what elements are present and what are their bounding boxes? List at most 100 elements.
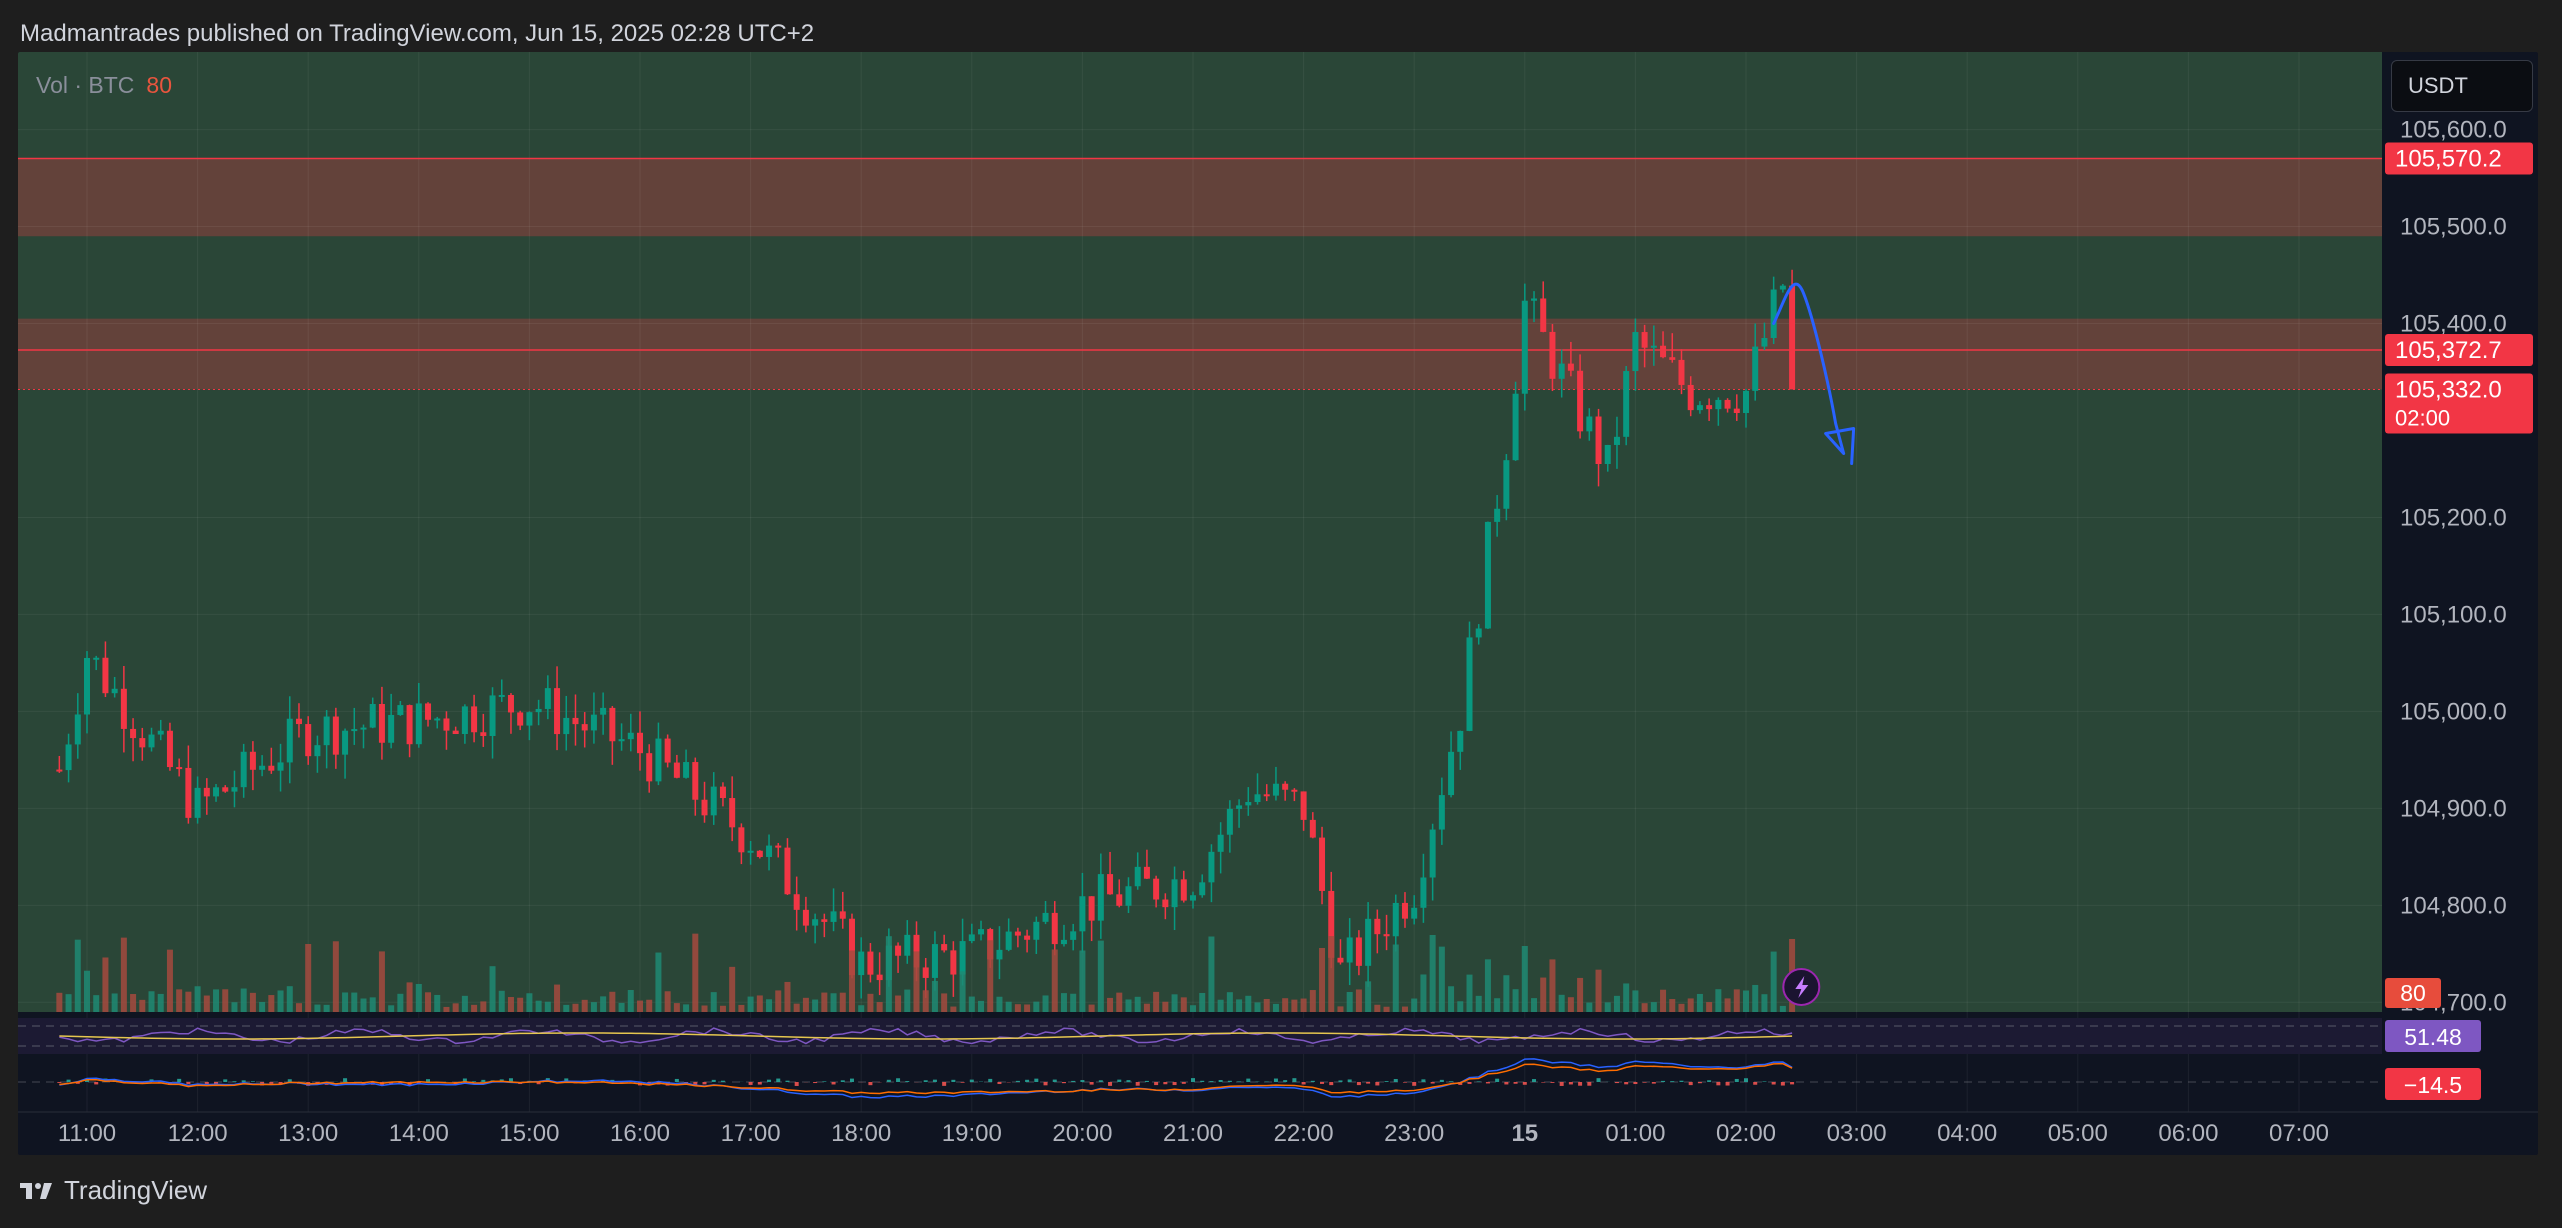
volume-bar [1669,999,1676,1012]
volume-bar [830,993,837,1012]
macd-histogram-bar [1725,1082,1730,1086]
macd-histogram-bar [1568,1082,1573,1085]
candle-body [1070,931,1077,940]
volume-bar [1604,1002,1611,1012]
volume-bar [1558,994,1565,1012]
volume-bar [766,999,773,1012]
volume-bar [1613,995,1620,1012]
macd-histogram-bar [343,1078,348,1082]
candle-body [222,787,229,792]
candle-body [581,724,588,731]
macd-histogram-bar [1052,1079,1057,1082]
candle-body [766,845,773,857]
volume-bar [1632,990,1639,1012]
candle-body [1263,794,1270,797]
volume-bar [323,1004,330,1012]
candle-body [1752,346,1759,391]
last-price-time: 02:00 [2395,405,2450,430]
candle-body [1420,877,1427,908]
volume-bar [1226,992,1233,1012]
volume-bar [563,1004,570,1012]
volume-bar [1687,998,1694,1012]
volume-bar [185,991,192,1012]
rsi-line [59,1027,1793,1045]
volume-bar [1291,999,1298,1012]
x-tick-label: 23:00 [1384,1120,1444,1147]
candle-body [480,732,487,736]
macd-histogram-bar [1108,1082,1113,1086]
volume-bar [360,998,367,1012]
macd-histogram-bar [1513,1082,1518,1084]
publisher-line: Madmantrades published on TradingView.co… [20,20,815,47]
macd-histogram-bar [1384,1081,1389,1082]
macd-histogram-bar [1329,1082,1334,1086]
candle-body [1171,879,1178,908]
candle-body [1337,957,1344,963]
macd-histogram-bar [564,1078,569,1082]
footer-brand[interactable]: TradingView [20,1175,207,1206]
macd-histogram-bar [702,1082,707,1085]
candle-body [166,730,173,768]
volume-bar [93,995,100,1012]
candle-body [1411,907,1418,919]
volume-bar [637,1000,643,1012]
volume-bar [1512,989,1519,1012]
y-tick-label: 104,900.0 [2400,795,2507,822]
candle-body [1549,331,1556,379]
macd-histogram-bar [1559,1082,1564,1086]
volume-bar [1383,1006,1390,1012]
volume-bar [1521,945,1528,1012]
chart-area[interactable]: 11:00 12:00 13:00 14:00 15:00 16:00 17:00 18:00… [18,52,2538,1155]
candle-body [388,714,395,743]
candle-body [1383,934,1390,937]
price-label-upper-bg [2385,142,2533,175]
volume-bar [1300,998,1307,1012]
macd-histogram-bar [776,1078,781,1082]
candle-body [655,738,662,782]
volume-bar [931,980,938,1012]
chart-canvas[interactable]: 11:00 12:00 13:00 14:00 15:00 16:00 17:00 18:00… [18,52,2538,1155]
last-price-label-bg [2385,373,2533,434]
candle-body [1706,405,1713,410]
macd-histogram-bar [1015,1080,1020,1082]
volume-legend[interactable]: Vol · BTC 80 [36,72,172,99]
footer-brand-label: TradingView [64,1175,208,1205]
volume-bar [425,992,432,1012]
candle-body [802,909,809,926]
volume-bar [268,995,275,1012]
volume-bar [1567,997,1574,1012]
macd-histogram-bar [1071,1080,1076,1082]
macd-histogram-bar [186,1082,191,1085]
candle-body [554,688,561,735]
candle-body [1521,300,1528,394]
candle-body [517,712,524,726]
currency-button[interactable]: USDT [2391,60,2533,112]
macd-histogram-bar [1144,1080,1149,1082]
x-tick-label: 05:00 [2048,1120,2108,1147]
lightning-glyph [1795,976,1809,998]
macd-line [59,1058,1793,1099]
volume-bar [111,993,118,1012]
volume-bar [1743,990,1749,1012]
candle-body [719,786,726,799]
volume-bar [812,999,819,1012]
candle-body [194,787,201,818]
macd-histogram-bar [942,1082,947,1086]
volume-bar [397,993,404,1012]
candle-body [1125,886,1132,906]
macd-histogram-bar [1393,1079,1398,1082]
macd-histogram-bar [1430,1082,1435,1084]
candle-body [415,703,422,745]
candle-body [295,718,302,725]
volume-bar [1429,934,1436,1012]
volume-bar [1162,1001,1169,1012]
x-tick-label: 16:00 [610,1120,670,1147]
candle-body [710,786,717,816]
volume-bar [618,1002,625,1012]
y-tick-label: 105,100.0 [2400,601,2507,628]
price-label-upper: 105,570.2 [2395,145,2502,172]
volume-bar [1042,995,1049,1012]
volume-bar [950,1006,957,1012]
x-tick-label: 22:00 [1274,1120,1334,1147]
volume-bar [1494,998,1501,1012]
